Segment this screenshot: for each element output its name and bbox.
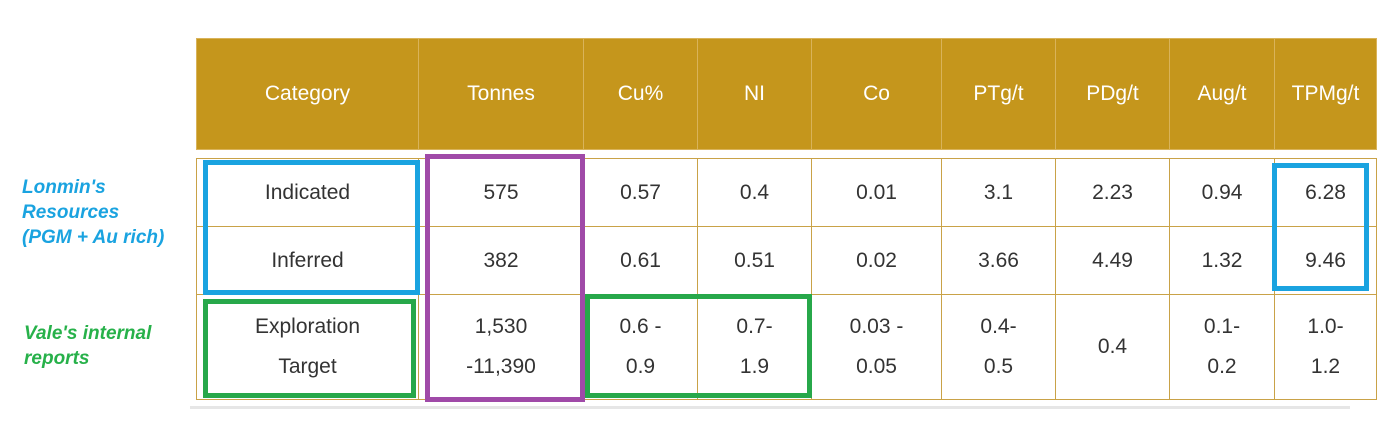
cell-pt: 0.4- 0.5 (941, 294, 1056, 400)
mineral-resource-table: Category Tonnes Cu% NI Co PTg/t PDg/t Au… (196, 38, 1377, 400)
header-cu: Cu% (583, 38, 698, 150)
cell-au: 0.94 (1169, 158, 1275, 227)
annotation-line: Lonmin's (22, 177, 106, 198)
annotation-line: (PGM + Au rich) (22, 227, 165, 248)
table-row: Indicated 575 0.57 0.4 0.01 3.1 2.23 0.9… (196, 158, 1377, 227)
cell-co: 0.01 (811, 158, 942, 227)
header-pd: PDg/t (1055, 38, 1170, 150)
cell-tpm: 6.28 (1274, 158, 1377, 227)
divider (190, 406, 1350, 409)
cell-category: Exploration Target (196, 294, 419, 400)
cell-cu: 0.61 (583, 226, 698, 295)
cell-co: 0.02 (811, 226, 942, 295)
cell-category: Indicated (196, 158, 419, 227)
annotation-line: Vale's internal (24, 323, 152, 344)
cell-cu: 0.6 -0.9 (583, 294, 698, 400)
header-tonnes: Tonnes (418, 38, 584, 150)
cell-tonnes: 1,530 -11,390 (418, 294, 584, 400)
cell-pt: 3.66 (941, 226, 1056, 295)
table-header-row: Category Tonnes Cu% NI Co PTg/t PDg/t Au… (196, 38, 1377, 150)
header-co: Co (811, 38, 942, 150)
cell-ni: 0.7- 1.9 (697, 294, 812, 400)
cell-pd: 4.49 (1055, 226, 1170, 295)
cell-cu: 0.57 (583, 158, 698, 227)
cell-tonnes: 575 (418, 158, 584, 227)
cell-pd: 2.23 (1055, 158, 1170, 227)
cell-au: 0.1- 0.2 (1169, 294, 1275, 400)
cell-tpm: 9.46 (1274, 226, 1377, 295)
cell-pd: 0.4 (1055, 294, 1170, 400)
cell-ni: 0.51 (697, 226, 812, 295)
table-row: Inferred 382 0.61 0.51 0.02 3.66 4.49 1.… (196, 226, 1377, 295)
vale-internal-reports-annotation: Vale's internal reports (24, 321, 151, 371)
cell-pt: 3.1 (941, 158, 1056, 227)
annotation-line: Resources (22, 202, 120, 223)
header-pt: PTg/t (941, 38, 1056, 150)
header-au: Aug/t (1169, 38, 1275, 150)
annotation-line: reports (24, 348, 90, 369)
lonmin-resources-annotation: Lonmin's Resources (PGM + Au rich) (22, 175, 164, 250)
header-ni: NI (697, 38, 812, 150)
cell-co: 0.03 -0.05 (811, 294, 942, 400)
table-row: Exploration Target 1,530 -11,390 0.6 -0.9 … (196, 294, 1377, 400)
cell-au: 1.32 (1169, 226, 1275, 295)
header-tpm: TPMg/t (1274, 38, 1377, 150)
cell-tpm: 1.0- 1.2 (1274, 294, 1377, 400)
cell-tonnes: 382 (418, 226, 584, 295)
header-gap (196, 149, 1377, 159)
cell-ni: 0.4 (697, 158, 812, 227)
cell-category: Inferred (196, 226, 419, 295)
header-category: Category (196, 38, 419, 150)
